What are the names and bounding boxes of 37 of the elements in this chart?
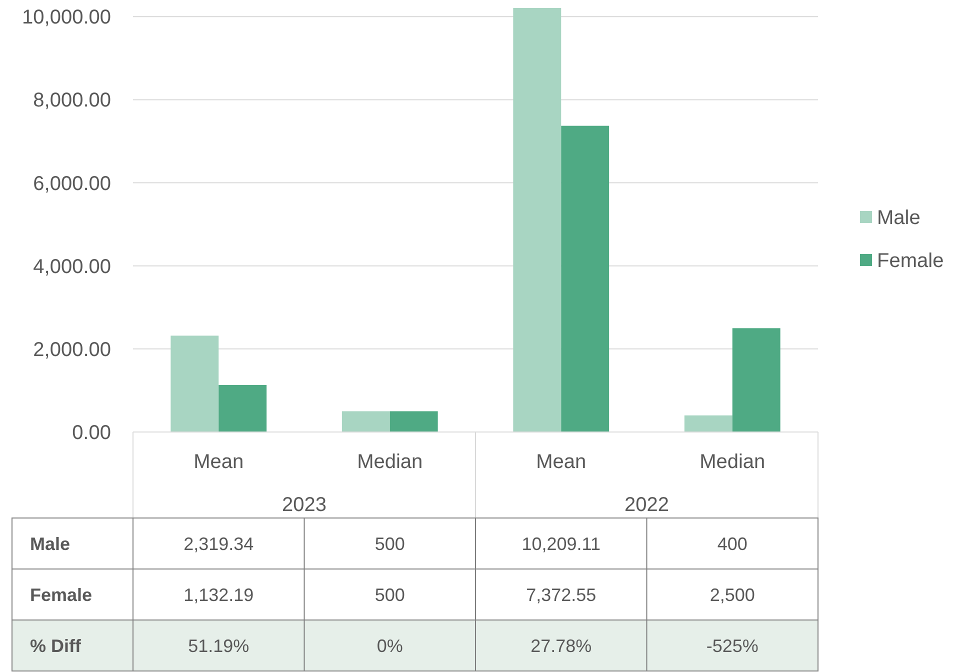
x-tick-label: Median (700, 451, 766, 473)
legend-label: Male (877, 207, 920, 229)
bar (561, 126, 610, 432)
y-tick-label: 4,000.00 (33, 256, 111, 278)
y-tick-label: 8,000.00 (33, 90, 111, 112)
y-tick-label: 0.00 (72, 422, 111, 444)
data-label: 2,500 (710, 584, 755, 605)
text: Male (30, 534, 70, 554)
text: 2023 (282, 494, 326, 516)
bar (342, 411, 390, 432)
bar (732, 328, 780, 432)
bar (390, 411, 438, 432)
data-label: 2,319.34 (184, 534, 254, 554)
data-label: 10,209.11 (522, 534, 600, 554)
text: Female (30, 584, 92, 605)
x-tick-label: Median (357, 451, 423, 473)
text: -525% (706, 636, 758, 656)
text: 2022 (624, 494, 669, 516)
bar (170, 336, 219, 432)
data-label: 400 (717, 534, 748, 554)
text: 27.78% (530, 636, 592, 656)
text: 51.19% (188, 636, 250, 656)
y-tick-label: 2,000.00 (33, 338, 111, 361)
bar (513, 8, 562, 432)
data-label: 500 (374, 584, 405, 605)
x-tick-label: Mean (536, 451, 586, 473)
legend-label: Female (877, 250, 944, 272)
y-tick-label: 10,000.00 (22, 6, 111, 29)
y-tick-label: 6,000.00 (33, 172, 111, 195)
text: % Diff (30, 636, 82, 656)
bar (684, 415, 732, 432)
data-label: 1,132.19 (184, 584, 254, 605)
text: 0% (376, 636, 403, 656)
data-label: 500 (374, 534, 405, 554)
bar (218, 384, 267, 432)
data-label: 7,372.55 (526, 584, 596, 605)
x-tick-label: Mean (194, 451, 244, 473)
